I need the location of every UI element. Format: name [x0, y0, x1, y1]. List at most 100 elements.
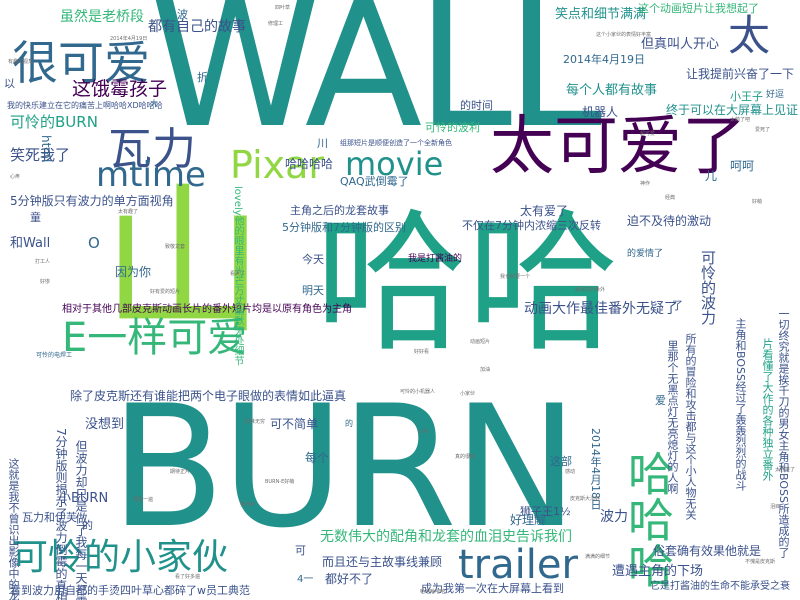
word-wa-li-he-yi-fu: 瓦力和伊芙	[22, 511, 77, 524]
word-tiny-23: 不愧是皮克斯	[745, 559, 776, 565]
word-ke-lian-de-dian-han-gong: 可怜的电焊工	[36, 352, 73, 359]
word-ke: 可	[295, 544, 306, 557]
word-xiao-burn: 小BURN	[58, 491, 109, 506]
word-dan-zhen-jiao-ren-kai-xin: 但真叫人开心	[641, 37, 720, 52]
word-tiny-5: 看哭了	[230, 271, 246, 277]
word-tiny-6: 好好看	[414, 349, 430, 355]
word-cheng-wei-wo: 成为我第一次在大屏幕上看到	[421, 582, 564, 595]
word-5-he-7-fen-zhong: 5分钟版和7分钟版的区别	[282, 221, 406, 234]
word-tiny-9: 心碎	[418, 429, 429, 435]
word-ming-tian: 明天	[302, 284, 324, 297]
word-wo-shi-da-jiang-you: 我是打酱油的	[408, 254, 463, 264]
word-tiny-14: 笑出声	[240, 502, 256, 508]
word-de-ai-qing-le: 的爱情了	[627, 249, 664, 259]
word-de: 的	[82, 519, 93, 532]
word-tiny-1: 2014年4月19日	[110, 36, 148, 42]
word-er: 儿	[705, 169, 718, 183]
word-shi-zi-wang: 狮子王1½	[520, 505, 571, 518]
word-tiny-37: 动画短片	[470, 339, 491, 345]
word-tiny-19: 好有爱的短片	[150, 289, 181, 295]
word-bo-li: 波力	[600, 509, 628, 525]
word-zhong-yu-ke-yi: 终于可以在大屏幕上见证	[666, 103, 799, 117]
word-qaq: QAQ武倒霉了	[340, 175, 409, 188]
word-tiny-24: 满满的细节	[585, 554, 611, 560]
word-rang-wo-ti-qian: 让我提前兴奋了一下	[686, 67, 795, 81]
word-dan-bo-li-que: 但波力却只是做了我每一天都需要平淡的一天	[74, 440, 88, 600]
word-tiny-16: 爱死了	[755, 127, 771, 133]
word-ai: 爱	[655, 394, 666, 407]
word-zhe-ge-dong-hua-duan-pian: 这个动画短片让我想起了	[638, 2, 759, 15]
word-tiny-3: 超可爱	[640, 131, 656, 137]
word-tiny-34: 太好笑了	[775, 467, 796, 473]
word-tai: 太	[728, 11, 771, 60]
word-da: 大	[150, 99, 158, 108]
word-jin-tian: 今天	[302, 253, 324, 266]
word-5-fen-zhong-ban: 5分钟版只有波力的单方面视角	[10, 194, 174, 208]
word-tiny-35: 泪目	[770, 504, 781, 510]
word-tiny-22: 最喜欢的番外	[575, 287, 606, 293]
word-he-wall: 和Wall	[10, 236, 51, 251]
word-mtime: mtime	[96, 155, 206, 195]
word-wall: WALL	[150, 0, 602, 166]
word-yi: 以	[4, 77, 15, 90]
word-tiny-7: 加油	[480, 367, 491, 373]
word-mei-ge: 每个	[305, 451, 330, 465]
word-su-tao-que-you: 俗套确有效果他就是	[653, 544, 762, 558]
word-4-yi: 4一	[297, 574, 314, 585]
word-trailer: trailer	[458, 542, 578, 588]
word-tiny-36: 感动	[565, 469, 576, 475]
word-hen-ke-ai: 很可爱	[12, 36, 150, 90]
word-ke-lian-de-burn: 可怜的BURN	[10, 113, 98, 131]
word-bu-jin-zai-7-fen-zhong: 不仅在7分钟内浓缩三次反转	[462, 219, 601, 232]
word-tiny-4: 好萌	[752, 199, 763, 205]
word-zhu-jiao-zhi-hou: 主角之后的龙套故事	[290, 204, 389, 217]
word-tiny-10: 真的很萌	[455, 454, 476, 460]
word-tiny-15: 太萌了吧	[730, 117, 751, 123]
word-tiny-13: 再看一遍	[133, 497, 154, 503]
word-de-shi-jian: 的时间	[460, 99, 493, 112]
word-tiny-2: 这个小家伙的表情好丰富	[596, 32, 652, 38]
word-zhe-bu: 这部	[550, 455, 572, 468]
word-er-qie-hai-yu: 而且还与主故事线兼顾	[322, 555, 443, 569]
word-mei-xiang-dao: 没想到	[85, 417, 125, 432]
word-tiny-20: 可怜的小机器人	[400, 389, 436, 395]
word-dong-hua-da-zuo: 动画大作最佳番外无疑了	[524, 301, 678, 317]
word-tiny-30: 好惨	[40, 279, 51, 285]
word-ke-lian-de-bo-li-2: 可怜的波力	[699, 250, 717, 325]
word-ji-qi-ren: 机器人	[582, 105, 619, 119]
word-tiny-25: 看了好多遍	[175, 574, 201, 580]
word-tiny-39: 有趣的视角	[8, 59, 34, 65]
word-zu-na-duan-pian: 组那短片是顺便创造了一个全新角色	[340, 139, 452, 147]
word-zhu-jiao-he-boss: 主角和BOSS经过了轰轰烈烈的战斗	[734, 318, 747, 491]
word-ke-lian-xiao-jia-huo: 可怜的小家伙	[12, 537, 229, 578]
word-ke-lian-de-bo-li: 可怜的波利	[425, 121, 480, 134]
word-mei-ge-ren-dou-you-gu-shi: 每个人都有故事	[566, 83, 658, 98]
word-ta-shi-da-jiang-you: 它是打酱油的生命不能承受之衰	[650, 581, 790, 592]
word-movie: movie	[345, 145, 444, 183]
word-xiao-dian-he-xi-jie: 笑点和细节满满	[555, 7, 647, 22]
word-tiny-17: 四叶草	[275, 5, 291, 11]
word-7-fen-zhong-ban: 7分钟版则揭示了波力倒霉的真相	[54, 428, 68, 600]
word-tiny-32: 神作	[640, 181, 651, 187]
word-wu-shu-wei-da: 无数伟大的配角和龙套的血泪史告诉我们	[320, 529, 572, 545]
word-zao-yu-zhu-jiao: 遭遇主角的下场	[612, 564, 704, 579]
word-shan: 山	[102, 169, 264, 357]
word-yin-wei-ni: 因为你	[115, 265, 152, 279]
word-zhe: 折	[197, 71, 208, 84]
word-de-2: 的	[345, 419, 353, 428]
word-tiny-26: BURN-E好萌	[265, 479, 295, 485]
word-burn: BURN	[110, 369, 579, 565]
word-dou-you-zi-ji-de-gu-shi: 都有自己的故事	[148, 19, 246, 35]
word-tiny-29: 打工人	[35, 259, 51, 265]
word-tiny-18: 修理工	[268, 21, 284, 27]
word-tai-ke-ai-le: 太可爱了	[490, 110, 746, 184]
word-o: O	[88, 234, 100, 252]
word-tiny-8: 小家伙	[460, 391, 476, 397]
word-tiny-31: 哈哈哈哈哈	[420, 589, 446, 595]
word-xiao-si-wo-le: 笑死我了	[10, 146, 71, 164]
word-tiny-33: 经典	[665, 195, 676, 201]
word-xiao-wang-zi: 小王子	[730, 90, 763, 103]
word-date-2014-04-19: 2014年4月19日	[563, 53, 645, 66]
word-yi-qie-zhong-jiu: 一切终究就是挨千刀的男女主角和BOSS所造成的了	[777, 308, 790, 558]
word-xiang-dui-yu: 相对于其他几部皮克斯动画长片的番外短片均是以原有角色为主角	[62, 304, 352, 315]
